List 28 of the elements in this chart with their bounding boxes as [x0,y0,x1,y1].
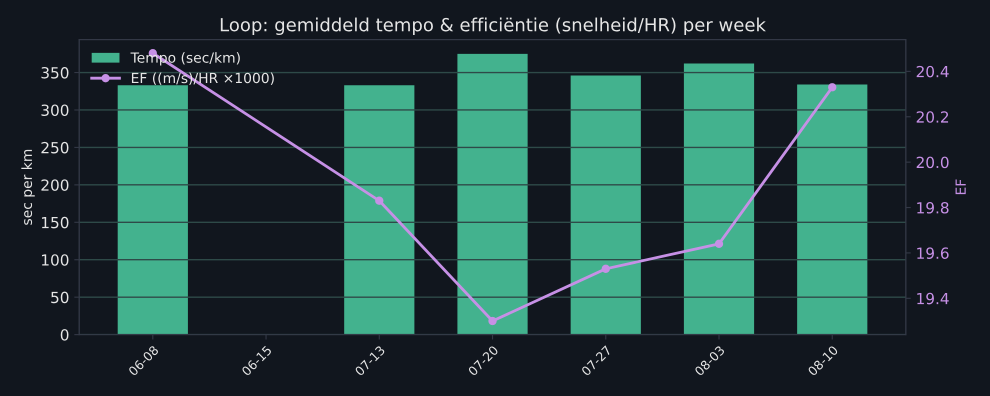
point [488,316,497,326]
y2-axis-title: EF [956,180,966,194]
y-tick-label: 350 [41,67,68,79]
y-tick-label: 300 [41,104,68,116]
y2-tick-label: 19.6 [917,247,949,259]
chart-title: Loop: gemiddeld tempo & efficiëntie (snelheid/HR) per week [220,18,766,36]
y-axis-title: sec per km [21,150,35,225]
point [714,240,724,248]
y-tick-label: 50 [51,292,68,304]
bar [570,76,641,335]
y2-tick-label: 20.4 [916,66,949,78]
y-tick-label: 250 [41,142,68,154]
y2-tick-label: 20.0 [916,156,949,168]
point [602,264,610,273]
bar [684,64,754,335]
y-tick-label: 150 [42,216,68,228]
y2-tick-label: 19.8 [917,202,949,214]
y-tick-label: 100 [42,254,68,266]
point [828,83,836,92]
y-tick-label: 200 [41,179,68,191]
point [375,196,384,205]
bar [344,85,414,335]
y-tick-label: 0 [60,329,68,341]
bar [457,54,528,335]
bar [797,84,868,335]
bar [118,85,188,335]
y2-tick-label: 19.4 [917,292,949,304]
y2-tick-label: 20.2 [916,111,948,123]
